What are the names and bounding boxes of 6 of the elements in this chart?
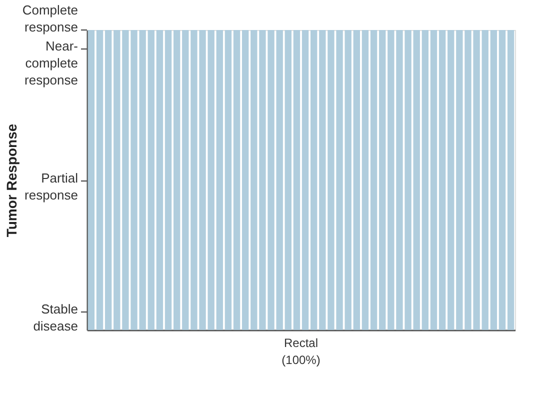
text: Partial response xyxy=(24,170,78,202)
text: Near- complete response xyxy=(24,38,78,88)
y-axis-title: Tumor Response xyxy=(4,124,20,238)
text: Complete response xyxy=(22,2,78,34)
text: Stable disease xyxy=(33,302,78,334)
text: Rectal (100%) xyxy=(282,336,320,367)
